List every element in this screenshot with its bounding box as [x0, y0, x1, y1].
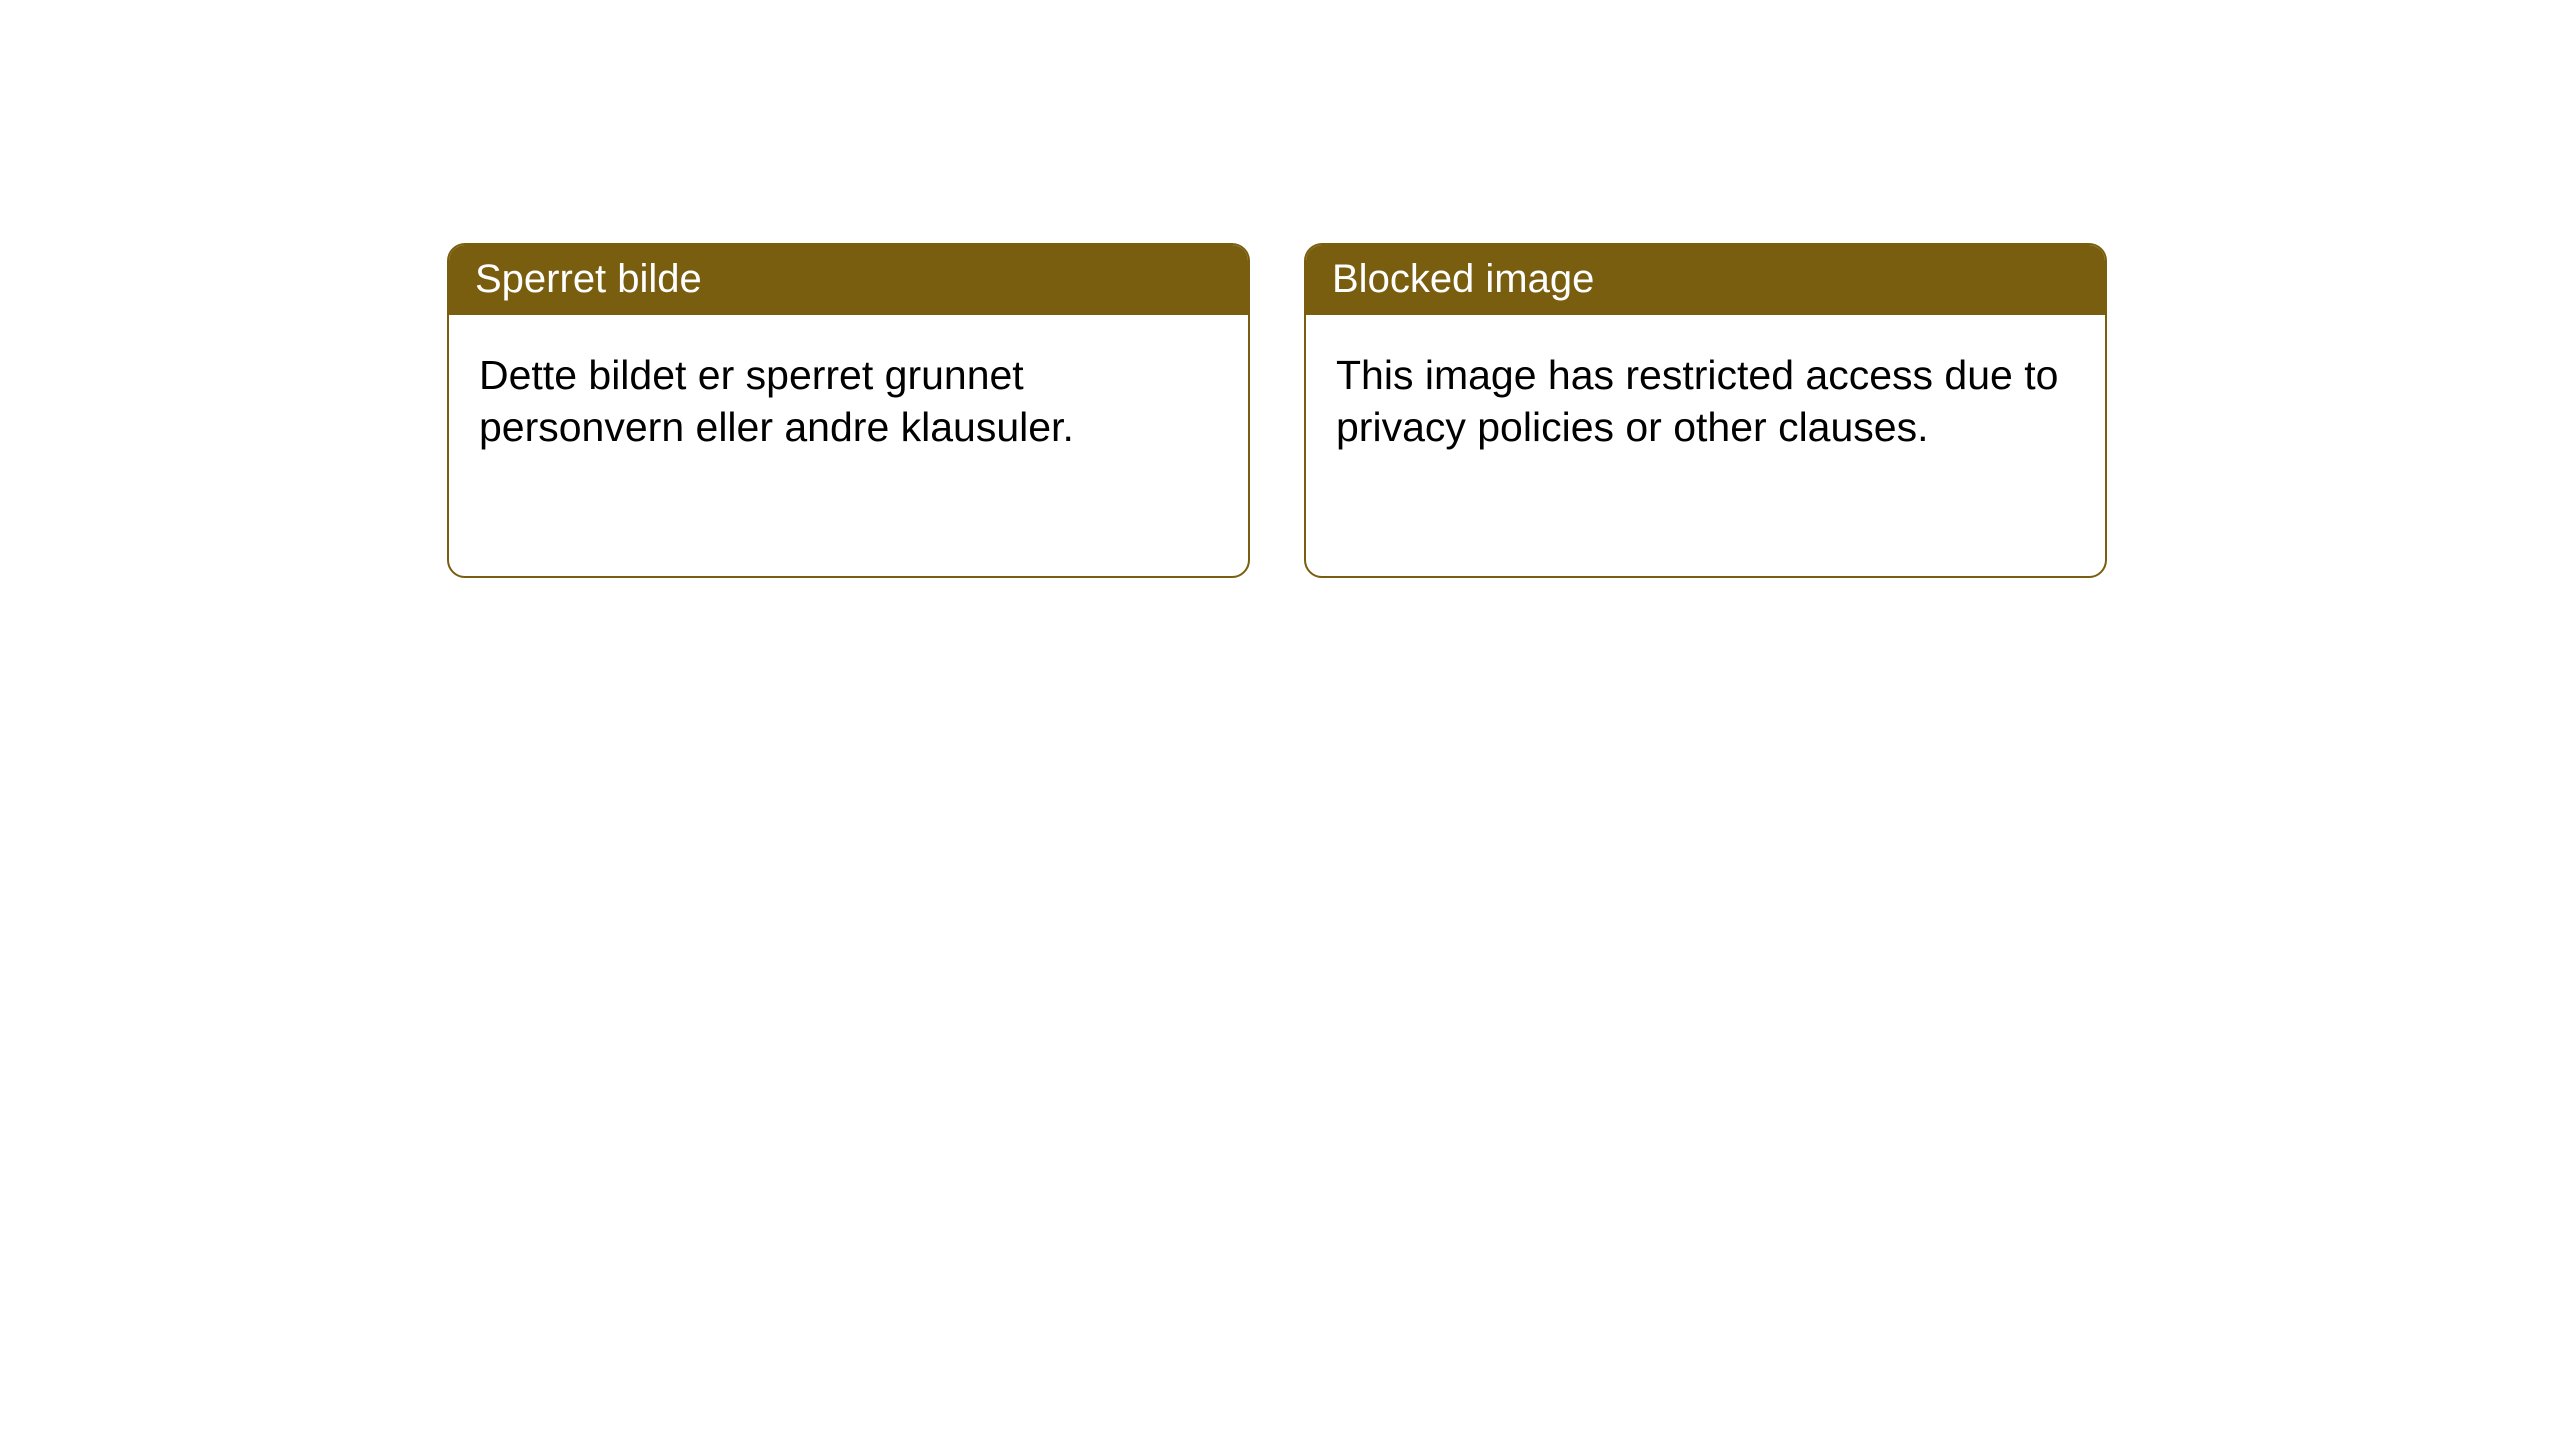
card-title: Sperret bilde	[449, 245, 1248, 315]
blocked-image-notice-container: Sperret bilde Dette bildet er sperret gr…	[447, 243, 2107, 578]
card-body: Dette bildet er sperret grunnet personve…	[449, 315, 1248, 476]
card-body: This image has restricted access due to …	[1306, 315, 2105, 476]
card-title: Blocked image	[1306, 245, 2105, 315]
blocked-image-card-no: Sperret bilde Dette bildet er sperret gr…	[447, 243, 1250, 578]
blocked-image-card-en: Blocked image This image has restricted …	[1304, 243, 2107, 578]
